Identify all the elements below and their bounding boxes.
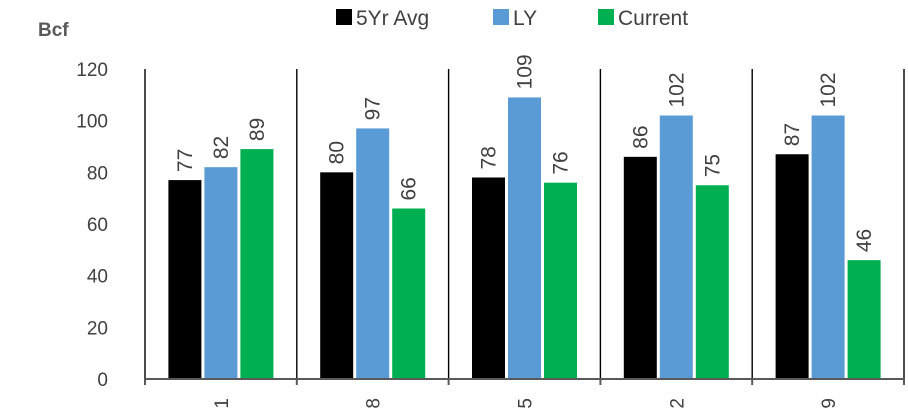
legend-swatch [493, 9, 509, 25]
x-tick-label: 2 [667, 398, 688, 409]
y-axis-label: Bcf [38, 20, 69, 41]
data-label: 46 [853, 229, 876, 252]
legend-swatch [598, 9, 614, 25]
data-label: 78 [478, 146, 501, 169]
bar [623, 156, 657, 379]
bar [356, 128, 390, 379]
x-axis: 1 8 5 2 9 [144, 378, 905, 409]
x-tick-label: 8 [364, 398, 385, 409]
data-label: 102 [665, 72, 688, 107]
x-tick-label: 1 [212, 398, 233, 409]
bar [695, 185, 729, 379]
plot-area: 77 82 89 80 97 66 78 109 76 86 102 75 87 102 46 [144, 54, 905, 380]
bar [392, 208, 426, 379]
bar [847, 260, 881, 379]
data-label: 82 [210, 136, 233, 159]
bar [775, 154, 809, 379]
y-tick-label: 120 [76, 60, 108, 81]
bar [544, 182, 577, 379]
data-label: 97 [362, 97, 385, 120]
bar [811, 115, 845, 379]
x-tick-label: 9 [819, 398, 840, 409]
data-label: 87 [781, 123, 804, 146]
y-axis-ticks: 0 20 40 60 80 100 120 [76, 60, 108, 391]
y-tick-label: 100 [76, 112, 108, 133]
legend: 5Yr Avg LY Current [336, 7, 688, 30]
bar [168, 180, 202, 379]
y-tick-label: 60 [87, 215, 108, 236]
data-label: 86 [629, 125, 652, 148]
data-label: 76 [550, 151, 573, 174]
data-label: 89 [246, 118, 269, 141]
bar [472, 177, 505, 379]
y-tick-label: 20 [87, 318, 108, 339]
y-tick-label: 40 [87, 267, 108, 288]
legend-label: Current [618, 7, 688, 30]
x-tick-label: 5 [516, 398, 537, 409]
legend-label: LY [513, 7, 537, 30]
y-tick-label: 0 [97, 370, 108, 391]
y-tick-label: 80 [87, 163, 108, 184]
bar [508, 97, 541, 380]
bar [204, 167, 238, 379]
legend-label: 5Yr Avg [356, 7, 429, 30]
data-label: 80 [326, 141, 349, 164]
data-label: 75 [701, 154, 724, 177]
data-label: 102 [817, 72, 840, 107]
data-label: 66 [398, 177, 421, 200]
data-label: 109 [514, 54, 537, 89]
bar [320, 172, 354, 379]
bar [240, 149, 274, 379]
bar [659, 115, 693, 379]
data-label: 77 [174, 149, 197, 172]
legend-swatch [336, 9, 352, 25]
